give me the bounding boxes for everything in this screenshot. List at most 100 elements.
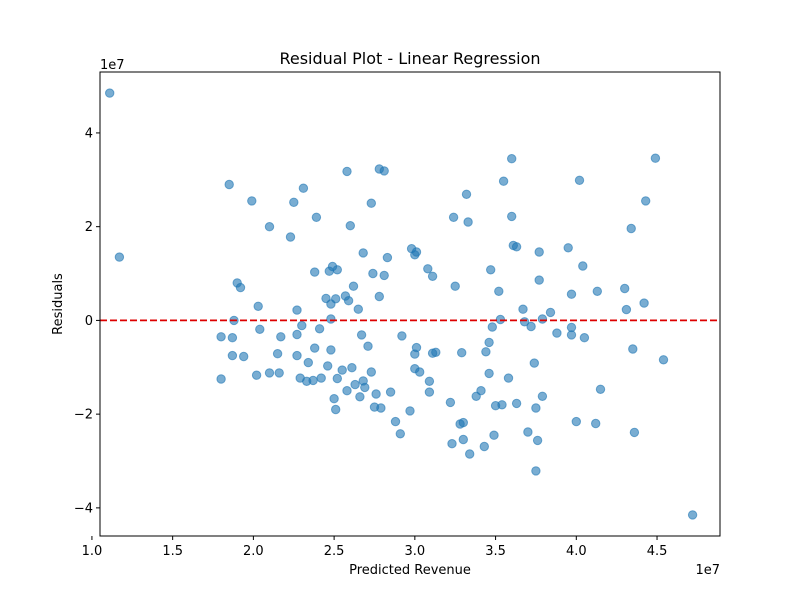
data-point-129: [531, 466, 541, 476]
data-point-37: [323, 361, 333, 371]
data-point-123: [511, 398, 522, 409]
data-point-16: [264, 222, 275, 232]
data-point-74: [382, 252, 393, 263]
data-point-58: [355, 392, 365, 402]
data-point-34: [314, 324, 325, 334]
data-point-3: [216, 374, 226, 384]
data-point-110: [486, 265, 496, 275]
plot-area-frame: [99, 71, 721, 537]
data-point-89: [424, 387, 435, 397]
data-point-33: [308, 375, 318, 386]
x-axis-label: Predicted Revenue: [349, 563, 471, 578]
data-point-150: [621, 304, 632, 315]
x-tick-label-5: 3.5: [485, 544, 506, 559]
data-point-100: [458, 434, 468, 445]
data-point-107: [481, 347, 491, 357]
data-point-20: [285, 232, 296, 242]
data-point-152: [628, 344, 638, 354]
data-point-22: [292, 305, 302, 315]
data-point-153: [629, 427, 640, 438]
data-point-119: [507, 154, 517, 164]
data-point-105: [476, 386, 486, 396]
data-point-5: [227, 333, 238, 343]
data-point-86: [415, 367, 425, 377]
data-point-94: [447, 439, 457, 449]
x-tick-label-1: 1.5: [162, 544, 183, 559]
data-point-154: [639, 298, 649, 308]
data-point-134: [537, 314, 548, 324]
data-point-28: [303, 357, 313, 368]
data-point-130: [532, 435, 543, 446]
data-point-44: [331, 294, 341, 304]
data-point-96: [450, 281, 460, 291]
data-point-108: [484, 368, 494, 379]
data-point-79: [405, 406, 415, 416]
data-point-122: [511, 242, 522, 252]
data-point-146: [591, 418, 601, 429]
data-point-66: [368, 268, 378, 279]
y-tick-label-2: 0: [85, 314, 93, 329]
data-point-156: [650, 153, 661, 163]
data-point-103: [465, 449, 475, 459]
data-point-124: [518, 304, 528, 314]
x-axis-ticks: 1.0 1.5 2.0 2.5 3.0 3.5 4.0 4.5: [82, 536, 667, 559]
y-tick-label-3: 2: [85, 220, 93, 235]
data-point-93: [445, 397, 456, 408]
data-point-69: [374, 291, 384, 302]
data-point-21: [289, 197, 299, 208]
data-point-27: [298, 183, 309, 193]
data-point-114: [494, 286, 504, 296]
data-point-84: [411, 247, 422, 257]
data-point-40: [326, 314, 336, 324]
data-point-71: [376, 403, 386, 413]
y-tick-label-0: −4: [74, 501, 93, 516]
x-tick-label-4: 3.0: [405, 544, 426, 559]
data-point-158: [687, 510, 698, 520]
data-point-72: [379, 166, 389, 176]
data-point-138: [563, 243, 573, 253]
data-point-65: [366, 367, 376, 377]
data-point-68: [371, 389, 381, 399]
data-point-10: [239, 351, 249, 362]
data-point-1: [114, 252, 125, 262]
data-point-109: [484, 337, 494, 348]
data-point-142: [571, 416, 581, 427]
data-point-120: [507, 211, 517, 222]
data-point-106: [479, 441, 489, 452]
data-point-132: [534, 247, 544, 257]
data-point-35: [316, 373, 326, 383]
data-point-151: [626, 223, 636, 234]
scatter-points: [105, 88, 698, 520]
data-point-87: [423, 264, 433, 274]
data-point-62: [360, 382, 370, 393]
data-point-145: [579, 333, 590, 343]
data-point-23: [292, 329, 302, 340]
data-point-155: [641, 196, 651, 206]
data-point-14: [255, 324, 265, 334]
data-point-88: [424, 376, 435, 386]
data-point-9: [235, 282, 246, 293]
y-axis-multiplier: 1e7: [100, 58, 125, 73]
data-point-127: [526, 321, 536, 332]
data-point-128: [529, 358, 539, 368]
data-point-51: [342, 166, 352, 177]
data-point-56: [350, 379, 360, 390]
x-axis-multiplier: 1e7: [695, 563, 720, 578]
data-point-135: [537, 391, 548, 401]
data-point-53: [345, 221, 355, 231]
data-point-148: [595, 384, 606, 394]
data-point-112: [489, 430, 499, 440]
data-point-15: [264, 368, 275, 378]
data-point-78: [397, 331, 407, 341]
data-point-90: [427, 271, 438, 281]
data-point-24: [292, 350, 302, 361]
data-point-111: [487, 322, 497, 332]
data-point-47: [332, 265, 342, 275]
data-point-13: [253, 301, 263, 311]
x-tick-label-0: 1.0: [82, 544, 103, 559]
data-point-50: [342, 386, 352, 396]
data-point-26: [297, 320, 307, 331]
x-tick-label-3: 2.5: [324, 544, 345, 559]
